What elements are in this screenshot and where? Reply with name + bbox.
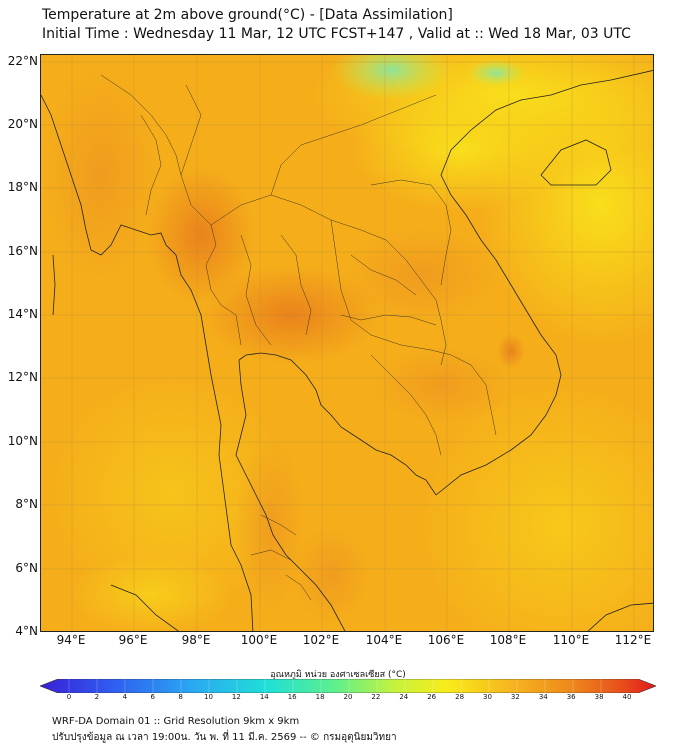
colorbar-tick-label: 28 (455, 693, 465, 701)
lon-label: 112°E (614, 633, 652, 647)
lon-label: 104°E (365, 633, 403, 647)
warm-region (41, 65, 161, 285)
colorbar-tick-label: 32 (510, 693, 520, 701)
lon-label: 100°E (240, 633, 278, 647)
lon-label: 96°E (118, 633, 148, 647)
lon-label: 108°E (489, 633, 527, 647)
lat-label: 12°N (7, 370, 38, 384)
cool-region (71, 555, 231, 631)
colorbar-tick-label: 20 (343, 693, 353, 701)
lon-label: 98°E (181, 633, 211, 647)
lon-label: 106°E (427, 633, 465, 647)
lat-label: 20°N (7, 117, 38, 131)
lat-label: 10°N (7, 434, 38, 448)
lat-label: 6°N (15, 561, 38, 575)
cool-region (351, 90, 571, 210)
colorbar-tick-label: 16 (287, 693, 297, 701)
coolest-region (466, 59, 526, 87)
colorbar-tick-label: 26 (427, 693, 437, 701)
colorbar-tick-label: 22 (371, 693, 381, 701)
lon-label: 110°E (552, 633, 590, 647)
colorbar-tick-label: 2 (94, 693, 100, 701)
map-subtitle: Initial Time : Wednesday 11 Mar, 12 UTC … (42, 26, 631, 42)
temperature-map (40, 54, 654, 632)
warm-region (236, 435, 306, 615)
map-canvas (41, 55, 653, 631)
colorbar-tick-label: 18 (315, 693, 325, 701)
colorbar-tick-label: 10 (204, 693, 213, 701)
colorbar-tick-label: 30 (483, 693, 492, 701)
colorbar-tick-label: 24 (399, 693, 409, 701)
colorbar-tick-label: 36 (566, 693, 576, 701)
lat-label: 14°N (7, 307, 38, 321)
footer-update-info: ปรับปรุงข้อมูล ณ เวลา 19:00น. วัน พ. ที่… (52, 732, 397, 743)
colorbar-tick-label: 8 (178, 693, 183, 701)
lat-label: 18°N (7, 180, 38, 194)
colorbar-tick-label: 0 (66, 693, 72, 701)
colorbar-tick-label: 4 (122, 693, 128, 701)
colorbar-ticks (68, 679, 602, 693)
warm-region (341, 225, 501, 325)
lat-label: 4°N (15, 624, 38, 638)
lat-label: 8°N (15, 497, 38, 511)
colorbar-tick-label: 38 (594, 693, 604, 701)
hot-region (201, 265, 381, 365)
warm-region (291, 525, 371, 625)
colorbar-tick-label: 6 (150, 693, 155, 701)
ocean-region (421, 385, 653, 631)
warm-region (371, 345, 511, 425)
graticule (41, 55, 653, 631)
colorbar-tick-label: 12 (231, 693, 241, 701)
colorbar-tick-label: 14 (259, 693, 269, 701)
hot-region (497, 333, 525, 369)
coolest-region (331, 55, 451, 100)
lat-label: 16°N (7, 244, 38, 258)
coastlines (41, 70, 653, 631)
lon-label: 102°E (302, 633, 340, 647)
hot-region (146, 165, 256, 305)
lat-label: 22°N (7, 54, 38, 68)
colorbar-gradient (40, 679, 656, 693)
colorbar-title: อุณหภูมิ หน่วย องศาเซลเซียส (°C) (270, 670, 406, 680)
map-title: Temperature at 2m above ground(°C) - [Da… (42, 7, 453, 23)
footer-model-info: WRF-DA Domain 01 :: Grid Resolution 9km … (52, 716, 300, 727)
admin-borders (100, 74, 497, 601)
colorbar-tick-label: 40 (622, 693, 632, 701)
lon-label: 94°E (56, 633, 86, 647)
colorbar-tick-label: 34 (538, 693, 548, 701)
ocean-region (51, 375, 291, 615)
colorbar (40, 679, 656, 693)
